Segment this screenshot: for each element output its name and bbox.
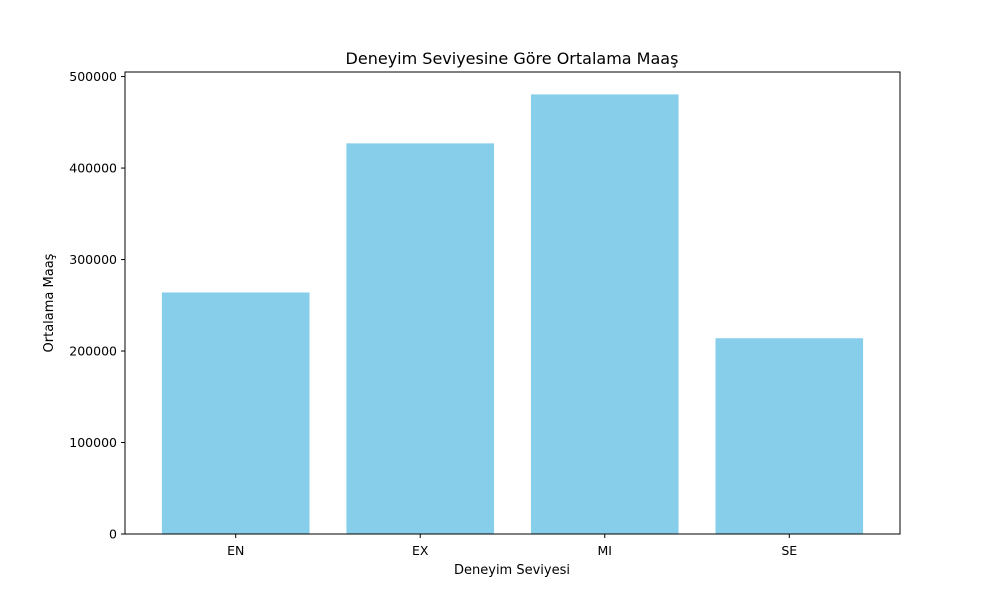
y-tick-label: 100000 [69,435,117,450]
x-tick-label-mi: MI [598,543,612,558]
y-tick-label: 400000 [69,161,117,176]
y-tick-label: 0 [109,527,117,542]
x-ticks: EN EX MI SE [227,534,797,558]
y-tick-label: 200000 [69,344,117,359]
x-tick-label-se: SE [781,543,797,558]
bars-layer [161,94,864,535]
axes-layer [124,71,901,535]
y-tick-label: 300000 [69,252,117,267]
bar-se [715,338,864,534]
chart-title: Deneyim Seviyesine Göre Ortalama Maaş [346,49,679,68]
bar-en [161,292,310,534]
plot-frame [124,71,901,535]
y-ticks: 0 100000 200000 300000 400000 500000 [69,69,125,542]
y-tick-label: 500000 [69,69,117,84]
x-tick-label-en: EN [227,543,244,558]
bar-ex [346,143,495,535]
x-tick-label-ex: EX [412,543,429,558]
y-axis-label: Ortalama Maaş [42,253,57,352]
x-axis-label: Deneyim Seviyesi [454,563,570,578]
bar-mi [530,94,679,534]
